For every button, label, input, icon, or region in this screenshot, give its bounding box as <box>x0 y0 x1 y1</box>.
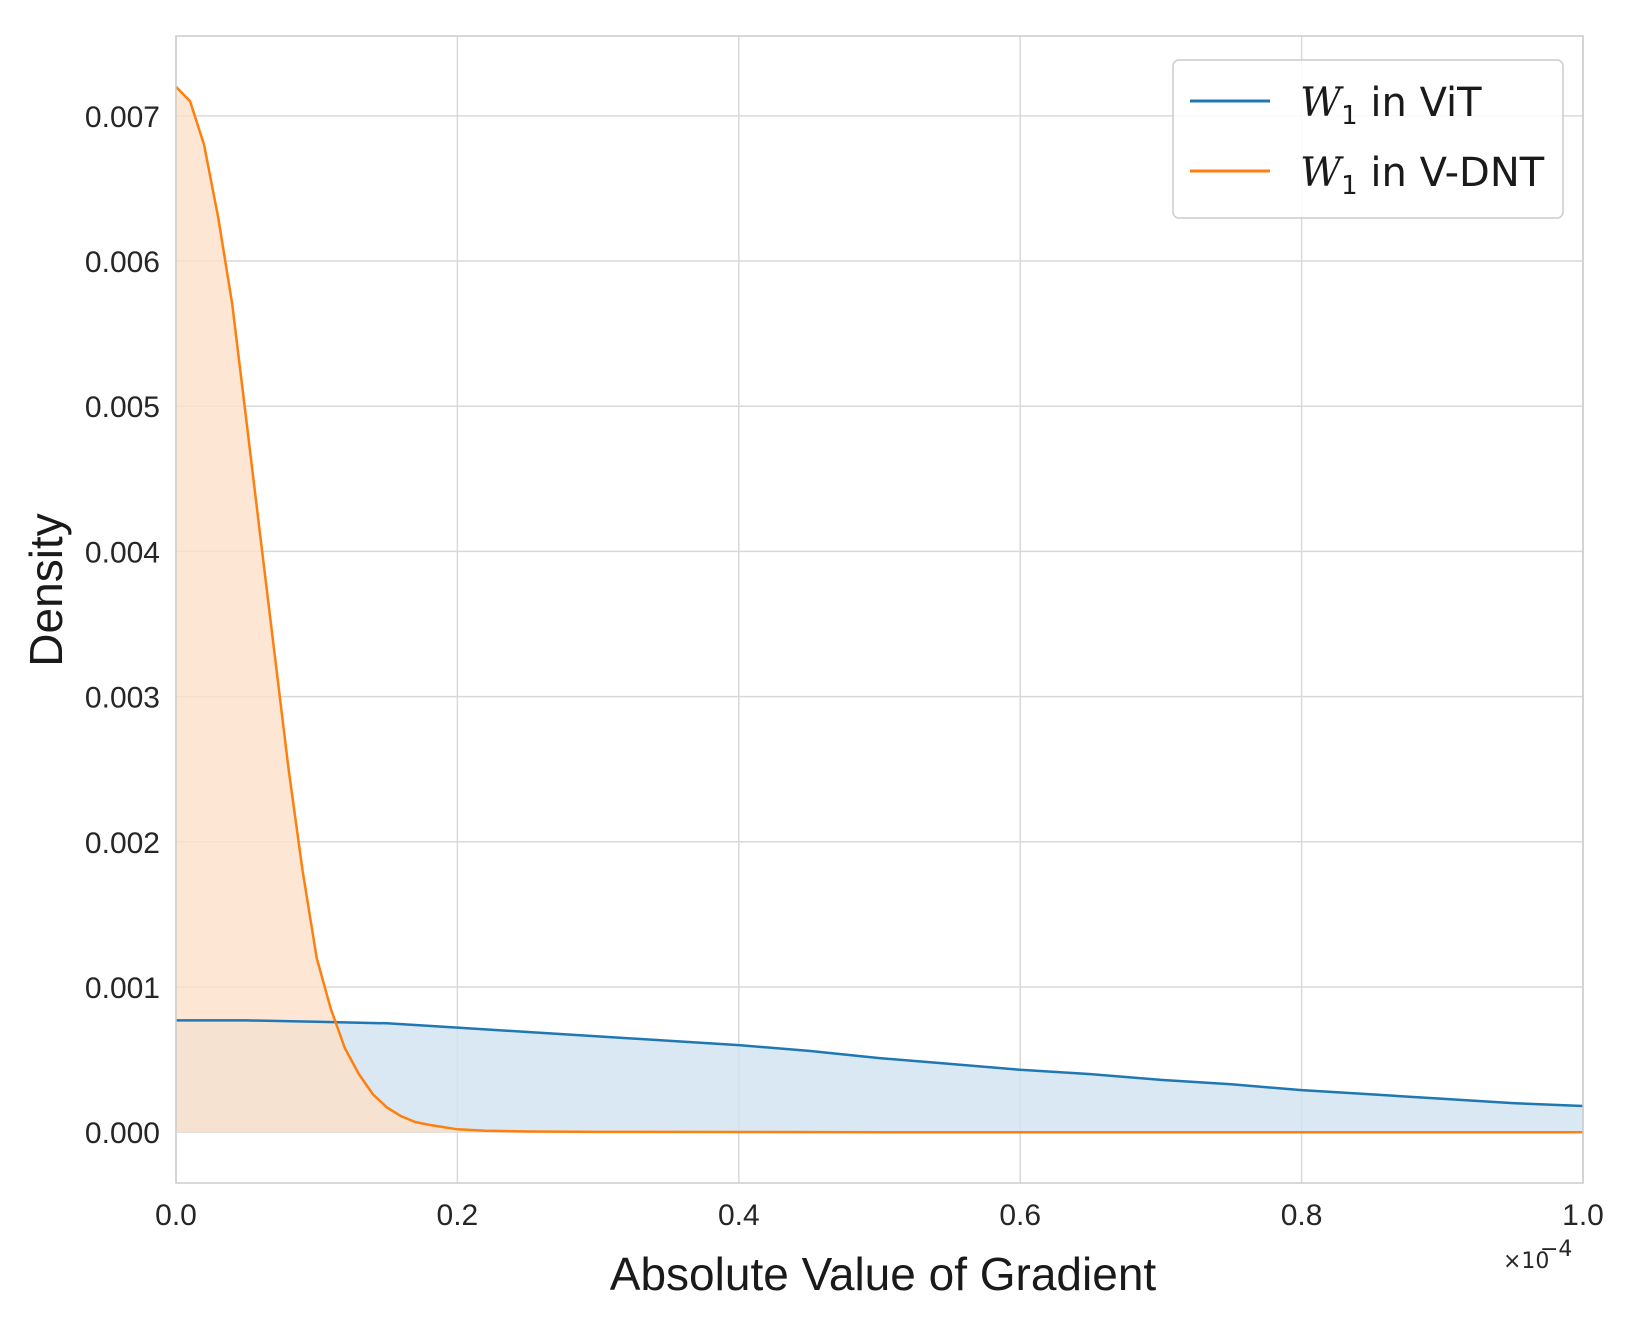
area-fill-vit <box>176 1020 1583 1133</box>
y-tick-label: 0.006 <box>85 246 160 279</box>
y-axis-label: Density <box>20 513 72 666</box>
legend-label-vit: W1 in ViT <box>1300 80 1482 131</box>
x-tick-label: 0.8 <box>1281 1199 1323 1232</box>
x-tick-label: 0.4 <box>718 1199 760 1232</box>
area-fill-vdnt <box>176 86 1583 1133</box>
y-tick-label: 0.003 <box>85 682 160 715</box>
legend-box <box>1172 59 1564 219</box>
x-tick-label: 0.6 <box>999 1199 1041 1232</box>
x-tick-label: 0.2 <box>437 1199 479 1232</box>
legend-subscript-vdnt: 1 <box>1341 171 1358 201</box>
x-tick-label: 0.0 <box>155 1199 197 1232</box>
grid-lines <box>175 36 1584 1183</box>
x-axis-label: Absolute Value of Gradient <box>610 1248 1157 1300</box>
y-tick-label: 0.002 <box>85 827 160 860</box>
y-tick-label: 0.004 <box>85 536 160 569</box>
series-line-vdnt <box>175 85 1583 1134</box>
y-tick-labels: 0.000 0.001 0.002 0.003 0.004 0.005 0.006 0.007 <box>85 101 160 1150</box>
plot-frame <box>175 35 1584 1184</box>
x-multiplier-base: ×10 <box>1503 1249 1549 1274</box>
x-axis-multiplier: ×10 −4 <box>1503 1237 1572 1274</box>
x-tick-label: 1.0 <box>1562 1199 1604 1232</box>
x-tick-labels: 0.0 0.2 0.4 0.6 0.8 1.0 <box>155 1199 1604 1232</box>
legend-suffix-vdnt: in V-DNT <box>1358 150 1545 196</box>
x-multiplier-exponent: −4 <box>1540 1237 1572 1262</box>
legend-entry-vit: W1 in ViT <box>1190 80 1482 131</box>
series-fills <box>176 86 1583 1133</box>
y-tick-label: 0.000 <box>85 1117 160 1150</box>
y-tick-label: 0.005 <box>85 391 160 424</box>
legend-symbol-vdnt: W <box>1300 150 1344 196</box>
legend-subscript-vit: 1 <box>1341 101 1358 131</box>
legend: W1 in ViT W1 in V-DNT <box>1172 59 1564 219</box>
legend-label-vdnt: W1 in V-DNT <box>1300 150 1545 201</box>
series-lines <box>175 85 1584 1134</box>
legend-entry-vdnt: W1 in V-DNT <box>1190 150 1545 201</box>
y-tick-label: 0.007 <box>85 101 160 134</box>
legend-symbol-vit: W <box>1300 80 1344 126</box>
y-tick-label: 0.001 <box>85 972 160 1005</box>
series-line-vit <box>176 1019 1584 1108</box>
legend-suffix-vit: in ViT <box>1358 80 1482 126</box>
